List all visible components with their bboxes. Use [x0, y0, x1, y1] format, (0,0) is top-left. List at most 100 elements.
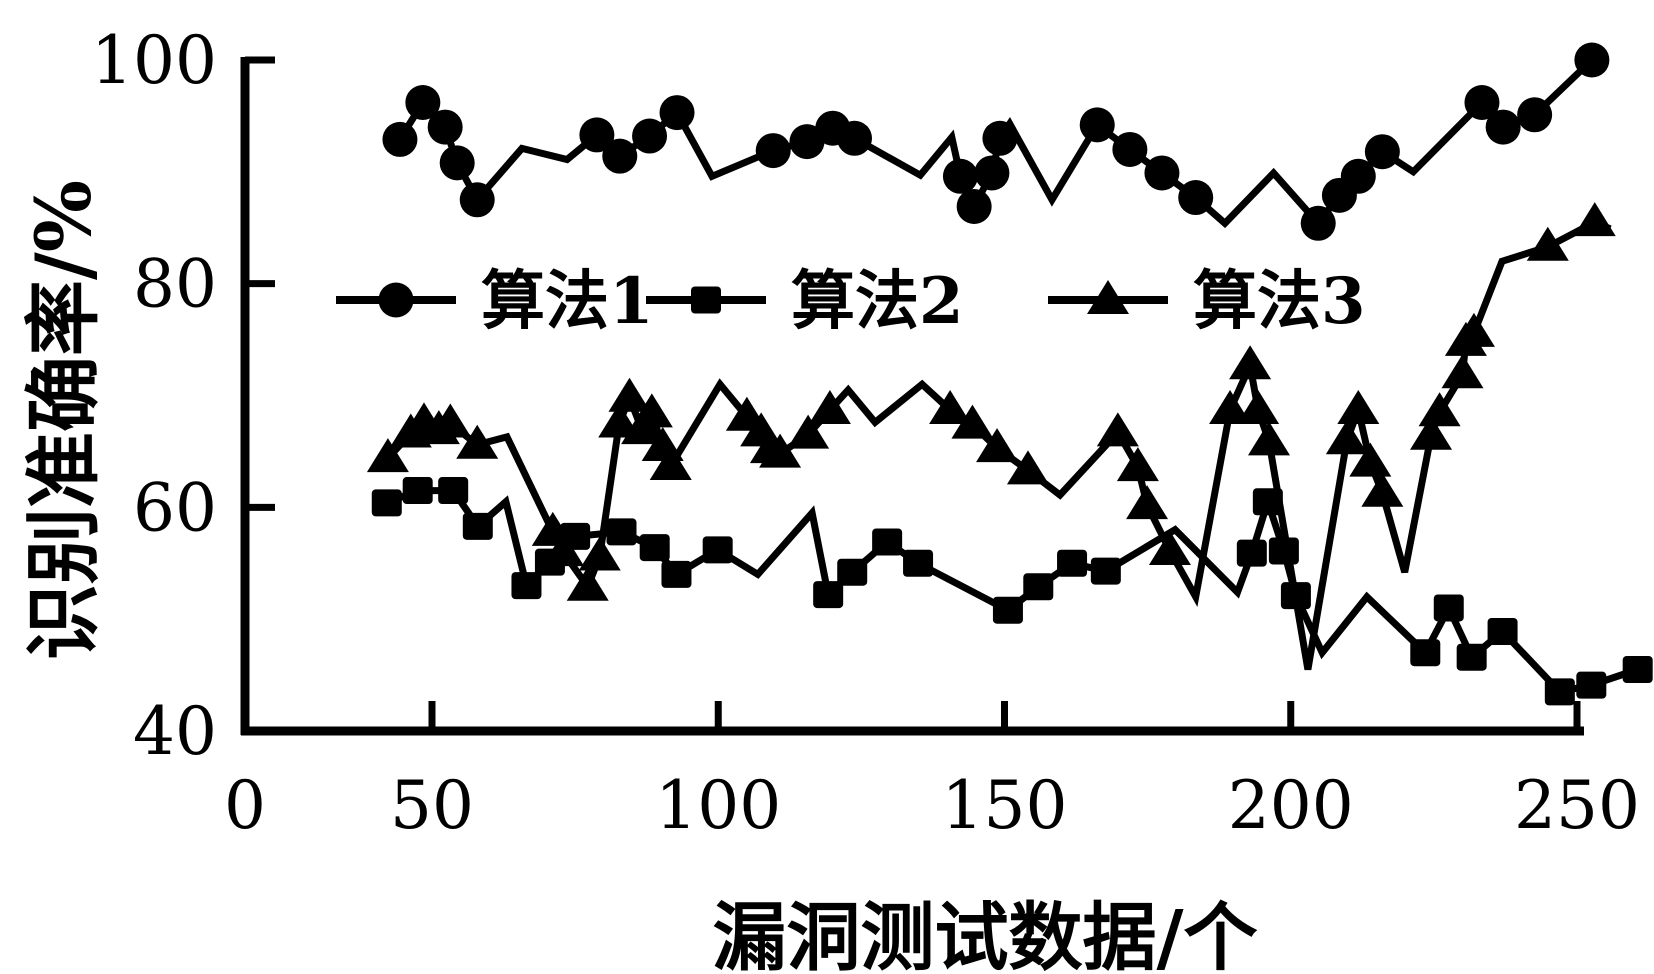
series-3-marker [566, 566, 609, 601]
series-2-marker [438, 477, 469, 505]
series-3-marker [630, 393, 673, 428]
series-3-marker [1337, 390, 1380, 425]
series-1-marker [632, 118, 668, 154]
series-1-marker [1178, 180, 1214, 216]
series-1-marker [1079, 107, 1115, 143]
series-1-marker [1340, 158, 1376, 194]
series-1-marker [1464, 84, 1500, 120]
series-1-marker [1517, 97, 1553, 133]
series-3-marker [1418, 392, 1461, 427]
series-2-marker [462, 512, 493, 540]
series-1-marker [439, 145, 475, 181]
series-3-marker [1116, 447, 1159, 482]
y-tick-label: 40 [133, 693, 217, 770]
series-3-marker [1452, 312, 1495, 347]
series-3-marker [1361, 472, 1404, 507]
series-1-marker [405, 84, 441, 120]
x-tick-label: 100 [655, 767, 781, 844]
series-2-marker [813, 581, 844, 609]
series-3-marker [808, 390, 851, 425]
series-3-marker [1526, 226, 1569, 261]
series-2-marker [1544, 678, 1575, 706]
series-2-marker [402, 477, 433, 505]
x-tick-label: 150 [942, 767, 1068, 844]
series-2-marker [992, 596, 1023, 624]
series-3-marker [759, 433, 802, 468]
series-3-marker [429, 403, 472, 438]
series-3-marker [1096, 412, 1139, 447]
series-1-marker [942, 158, 978, 194]
series-1-marker [427, 109, 463, 145]
series-2-marker [1576, 671, 1607, 699]
series-3-marker [787, 414, 830, 449]
series-3-marker [1229, 345, 1272, 380]
series-3-marker [1349, 442, 1392, 477]
series-3-marker [456, 424, 499, 459]
series-1-marker [982, 120, 1018, 156]
series-3-marker [1126, 485, 1169, 520]
series-2-marker [1236, 539, 1267, 567]
series-3-marker [1441, 354, 1484, 389]
series-3-marker [578, 536, 621, 571]
series-1-marker [755, 133, 791, 169]
series-1-marker [1364, 134, 1400, 170]
y-tick-label: 100 [91, 22, 217, 99]
series-2-marker [606, 518, 637, 546]
series-1-marker [602, 138, 638, 174]
series-2-marker [1487, 617, 1518, 645]
series-1-marker [382, 121, 418, 157]
series-1-marker [974, 155, 1010, 191]
series-3-marker [1237, 390, 1280, 425]
series-3-marker [1247, 421, 1290, 456]
series-1-marker [1485, 109, 1521, 145]
series-3-marker [951, 404, 994, 439]
series-1-marker [1144, 155, 1180, 191]
series-3-marker [1148, 530, 1191, 565]
series-2-marker [872, 528, 903, 556]
x-tick-label: 0 [224, 767, 266, 844]
x-axis-title: 漏洞测试数据/个 [712, 895, 1258, 974]
series-3-marker [1006, 450, 1049, 485]
legend-marker-3 [1087, 280, 1129, 314]
series-2-marker [903, 549, 934, 577]
legend-label-2: 算法2 [791, 264, 964, 339]
series-1-marker [579, 117, 615, 153]
series-2-marker [1456, 643, 1487, 671]
series-3-marker [1410, 415, 1453, 450]
series-3-marker [1573, 202, 1616, 237]
series-2-marker [837, 558, 868, 586]
series-2-marker [371, 489, 402, 517]
series-2-marker [639, 534, 670, 562]
legend-label-3: 算法3 [1193, 264, 1366, 339]
y-tick-label: 80 [133, 246, 217, 323]
series-3-marker [649, 445, 692, 480]
series-1-marker [837, 120, 873, 156]
legend-label-1: 算法1 [481, 264, 654, 339]
series-1-marker [1112, 131, 1148, 167]
x-tick-label: 50 [390, 767, 474, 844]
series-2-marker [1057, 549, 1088, 577]
series-3-marker [1209, 390, 1252, 425]
series-1-marker [1574, 42, 1610, 78]
series-1-marker [659, 95, 695, 131]
series-3-marker [1325, 420, 1368, 455]
series-3-marker [542, 532, 585, 567]
series-1-marker [789, 124, 825, 160]
x-tick-label: 250 [1514, 767, 1640, 844]
series-2-marker [511, 572, 542, 600]
series-3-marker [929, 390, 972, 425]
series-2-marker [702, 536, 733, 564]
series-3-marker [598, 403, 641, 438]
series-1-marker [459, 182, 495, 218]
series-2-marker [661, 560, 692, 588]
series-3-marker [608, 377, 651, 412]
x-tick-label: 200 [1228, 767, 1354, 844]
y-tick-label: 60 [133, 469, 217, 546]
y-axis-title: 识别准确率/% [19, 180, 108, 660]
series-2-marker [1090, 557, 1121, 585]
series-2-marker [1023, 573, 1054, 601]
series-2-marker [1433, 594, 1464, 622]
series-1-marker [956, 189, 992, 225]
